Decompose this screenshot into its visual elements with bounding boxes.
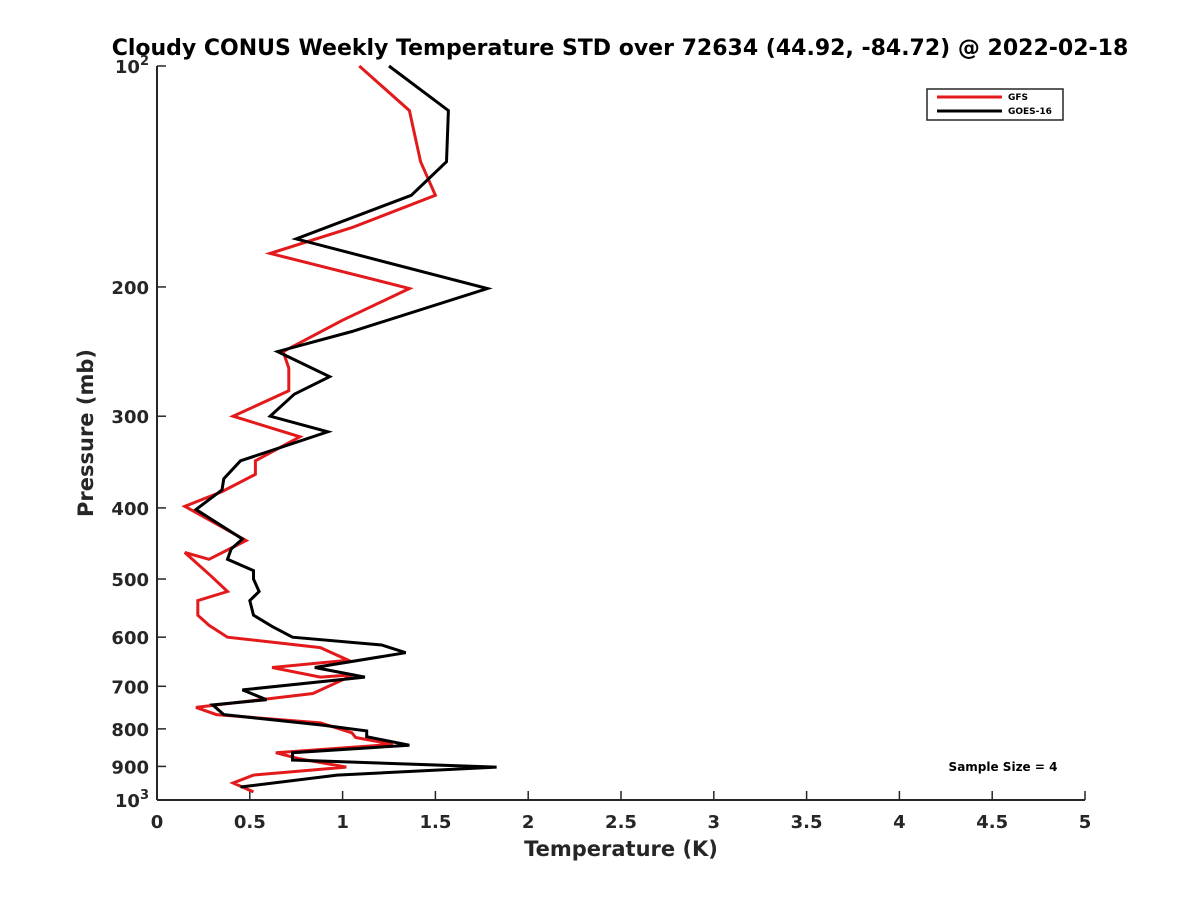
legend-box bbox=[926, 88, 1064, 121]
y-tick-label: 800 bbox=[111, 720, 149, 741]
x-tick-label: 1 bbox=[336, 812, 349, 833]
y-tick-label: 200 bbox=[111, 278, 149, 299]
plot-area bbox=[156, 66, 1085, 801]
y-tick-label: 300 bbox=[111, 407, 149, 428]
x-ticks: 0 0.5 1 1.5 2 2.5 3 3.5 4 4.5 5 bbox=[151, 791, 1092, 833]
y-tick-label: 103 bbox=[115, 788, 149, 812]
x-tick-label: 2.5 bbox=[605, 812, 637, 833]
x-axis-label: Temperature (K) bbox=[524, 837, 718, 861]
y-tick-label: 700 bbox=[111, 677, 149, 698]
x-tick-label: 4 bbox=[893, 812, 906, 833]
x-tick-label: 4.5 bbox=[976, 812, 1008, 833]
x-tick-label: 2 bbox=[522, 812, 535, 833]
y-tick-label: 500 bbox=[111, 570, 149, 591]
chart-title: Cloudy CONUS Weekly Temperature STD over… bbox=[112, 36, 1129, 61]
legend-label-goes16: GOES-16 bbox=[1008, 107, 1052, 117]
legend-label-gfs: GFS bbox=[1008, 93, 1028, 103]
x-tick-label: 0 bbox=[151, 812, 164, 833]
x-tick-label: 1.5 bbox=[419, 812, 451, 833]
x-tick-label: 3.5 bbox=[791, 812, 823, 833]
legend: GFS GOES-16 bbox=[926, 88, 1064, 121]
x-tick-label: 5 bbox=[1079, 812, 1092, 833]
series-line-gfs bbox=[181, 64, 438, 794]
y-tick-label: 600 bbox=[111, 628, 149, 649]
x-tick-label: 3 bbox=[708, 812, 721, 833]
y-tick-label: 900 bbox=[111, 757, 149, 778]
series-layer bbox=[181, 64, 497, 794]
x-tick-label: 0.5 bbox=[234, 812, 266, 833]
y-axis-label: Pressure (mb) bbox=[74, 349, 98, 517]
y-ticks: 102 200 300 400 500 600 700 800 900 103 bbox=[111, 54, 166, 812]
y-tick-label: 102 bbox=[115, 54, 149, 78]
y-tick-label: 400 bbox=[111, 499, 149, 520]
series-line-goes16 bbox=[193, 64, 497, 789]
sample-size-annotation: Sample Size = 4 bbox=[949, 760, 1058, 774]
